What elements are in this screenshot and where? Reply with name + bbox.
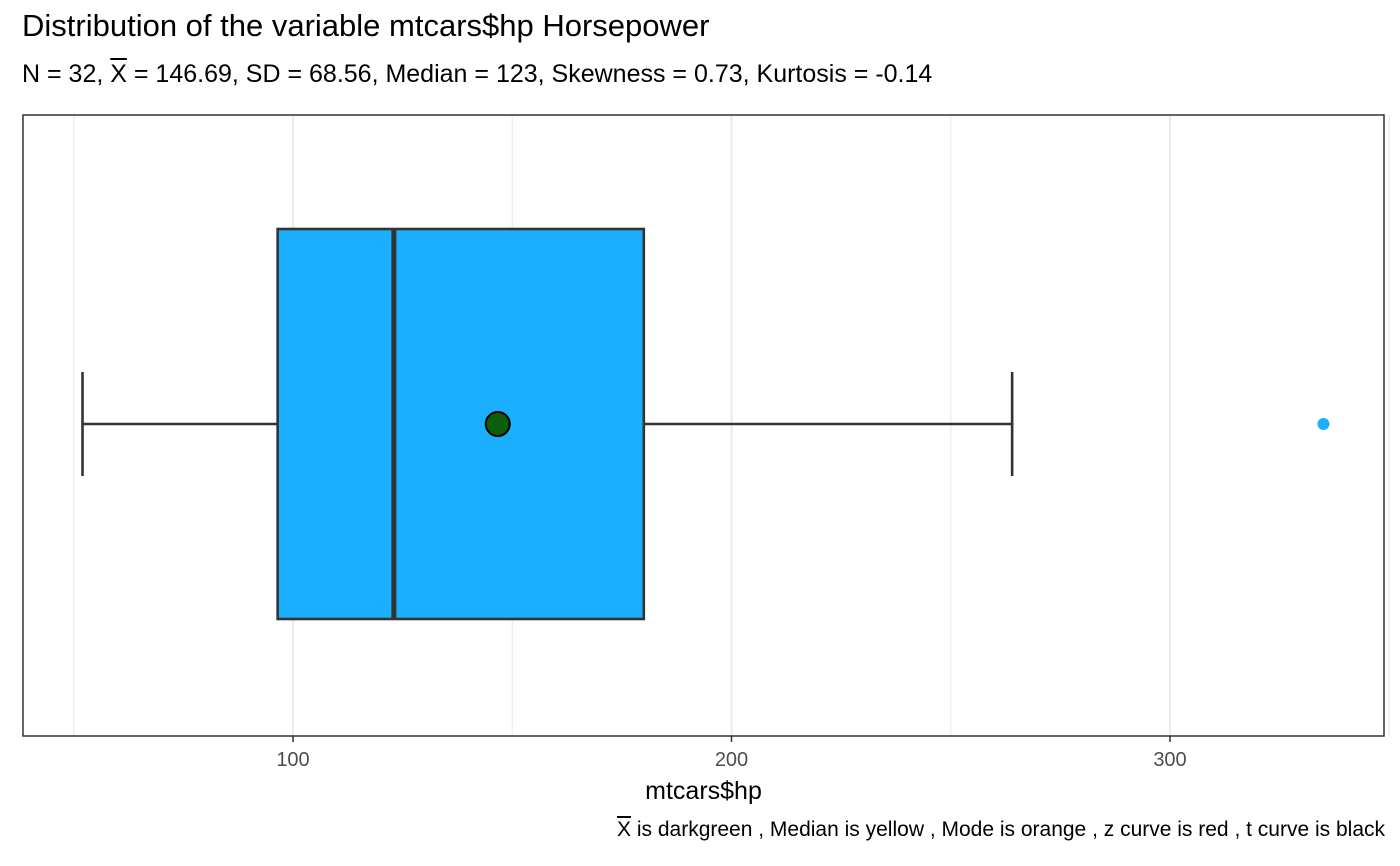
x-axis-title: mtcars$hp <box>645 777 762 805</box>
x-tick-label: 200 <box>715 749 748 771</box>
chart-caption: X is darkgreen , Median is yellow , Mode… <box>617 818 1385 842</box>
chart-title: Distribution of the variable mtcars$hp H… <box>22 8 710 43</box>
subtitle-stats: = 146.69, SD = 68.56, Median = 123, Skew… <box>126 60 933 88</box>
iqr-box <box>276 227 646 621</box>
caption-xbar-symbol: X <box>617 818 632 841</box>
x-tick-label: 300 <box>1153 749 1186 771</box>
outlier-point <box>1317 418 1330 430</box>
chart-subtitle: N = 32, X = 146.69, SD = 68.56, Median =… <box>22 60 932 89</box>
mean-point <box>484 411 511 437</box>
subtitle-xbar-symbol: X <box>110 60 127 88</box>
caption-text: is darkgreen , Median is yellow , Mode i… <box>631 818 1385 841</box>
subtitle-n: N = 32, <box>22 60 111 88</box>
panel-border <box>22 114 1385 737</box>
x-tick-label: 100 <box>276 749 309 771</box>
